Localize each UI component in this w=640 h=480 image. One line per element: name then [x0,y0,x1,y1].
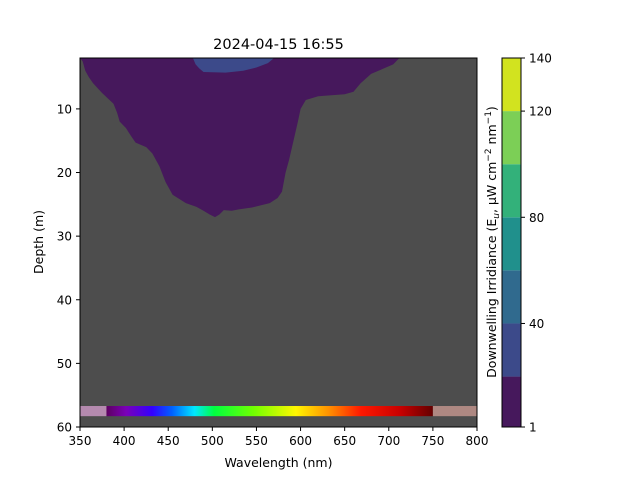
x-tick-label: 650 [333,434,356,448]
colorbar-label-mid: , μW cm [484,162,499,213]
x-tick-label: 750 [421,434,444,448]
x-tick-label: 450 [157,434,180,448]
colorbar-label-mid2: nm [484,124,499,148]
y-tick-label: 30 [57,230,72,244]
contour-level-0 [80,58,400,218]
plot-frame [79,57,478,428]
colorbar-label-sup1: −2 [484,148,494,161]
x-tick-label: 550 [245,434,268,448]
colorbar-segment [502,323,521,377]
x-tick-label: 700 [377,434,400,448]
y-axis-label: Depth (m) [31,210,46,274]
colorbar-tick-label: 140 [529,52,552,66]
y-tick-label: 20 [57,166,72,180]
x-axis-ticks: 350 400 450 500 550 600 650 700 750 800 [69,427,489,448]
x-tick-label: 600 [289,434,312,448]
colorbar-segment [502,164,521,218]
colorbar-segment [502,111,521,165]
colorbar-label-suffix: ) [484,106,499,111]
x-tick-label: 400 [113,434,136,448]
colorbar-frame [501,57,522,428]
spectrum-band [80,406,477,417]
spectrum-visible-segment [106,406,433,417]
colorbar-label-prefix: Downwelling Irridiance (E [484,219,499,378]
colorbar-tick-label: 120 [529,105,552,119]
y-tick-label: 10 [57,102,72,116]
colorbar-tick-label: 40 [529,317,544,331]
y-axis-ticks: 10 20 30 40 50 60 [57,102,80,435]
colorbar-tick-label: 1 [529,421,537,435]
spectrum-ir-segment [432,406,477,417]
colorbar-tick-label: 80 [529,211,544,225]
colorbar-segment [502,217,521,271]
x-tick-label: 350 [69,434,92,448]
colorbar-segment [502,270,521,324]
contour-level-1 [192,58,275,73]
colorbar-segment [502,376,521,427]
colorbar-label-sub: u [492,213,502,219]
spectrum-uv-segment [80,406,107,417]
x-tick-label: 800 [466,434,489,448]
colorbar-label-sup2: −1 [484,111,494,124]
chart-title: 2024-04-15 16:55 [213,37,344,53]
y-tick-label: 50 [57,357,72,371]
y-tick-label: 40 [57,293,72,307]
colorbar-label: Downwelling Irridiance (Eu, μW cm−2 nm−1… [484,106,502,378]
colorbar-segment [502,58,521,112]
contour-layer [80,58,400,218]
x-tick-label: 500 [201,434,224,448]
y-tick-label: 60 [57,421,72,435]
x-axis-label: Wavelength (nm) [225,455,333,470]
colorbar [501,57,522,428]
